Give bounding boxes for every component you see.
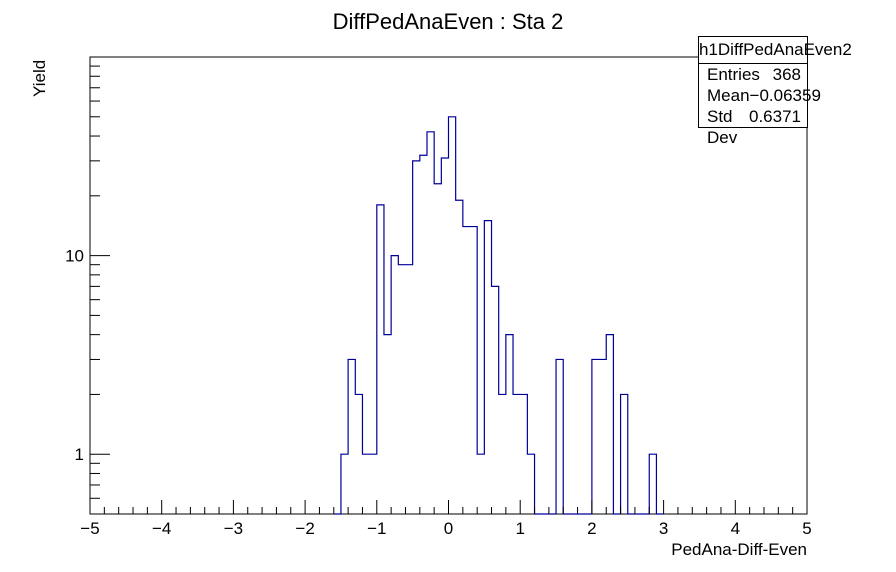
stats-title: h1DiffPedAnaEven2 [699, 37, 852, 64]
x-tick-label: −2 [295, 519, 314, 538]
stats-label: Mean [707, 86, 750, 105]
y-axis-label: Yield [30, 60, 49, 97]
x-tick-label: −5 [80, 519, 99, 538]
y-tick-label: 10 [65, 247, 84, 266]
stats-label: Entries [707, 65, 760, 84]
stats-value: 0.6371 [749, 107, 801, 126]
x-tick-label: 1 [515, 519, 524, 538]
x-axis-ticks [89, 500, 808, 514]
x-tick-label: −4 [152, 519, 171, 538]
stats-row-stddev: Std Dev 0.6371 [699, 106, 807, 147]
histogram-line [333, 116, 664, 515]
x-tick-label: 2 [587, 519, 596, 538]
stats-row-mean: Mean −0.06359 [699, 85, 821, 106]
stats-value: 368 [772, 65, 801, 84]
stats-value: −0.06359 [749, 86, 821, 105]
y-axis-tick-labels: 1 10 [65, 247, 84, 465]
x-tick-label: 5 [802, 519, 811, 538]
x-tick-label: 4 [731, 519, 740, 538]
stats-label: Std Dev [707, 107, 738, 147]
x-tick-label: −3 [224, 519, 243, 538]
x-tick-label: −1 [367, 519, 386, 538]
stats-row-entries: Entries 368 [699, 64, 807, 85]
x-tick-label: 3 [659, 519, 668, 538]
x-axis-label: PedAna-Diff-Even [671, 540, 807, 559]
y-tick-label: 1 [75, 445, 84, 464]
chart-title: DiffPedAnaEven : Sta 2 [333, 9, 564, 34]
stats-box: h1DiffPedAnaEven2 Entries 368 Mean −0.06… [698, 36, 852, 147]
y-axis-ticks [90, 65, 110, 515]
x-axis-tick-labels: −5 −4 −3 −2 −1 0 1 2 3 4 5 [80, 519, 811, 538]
x-tick-label: 0 [444, 519, 453, 538]
